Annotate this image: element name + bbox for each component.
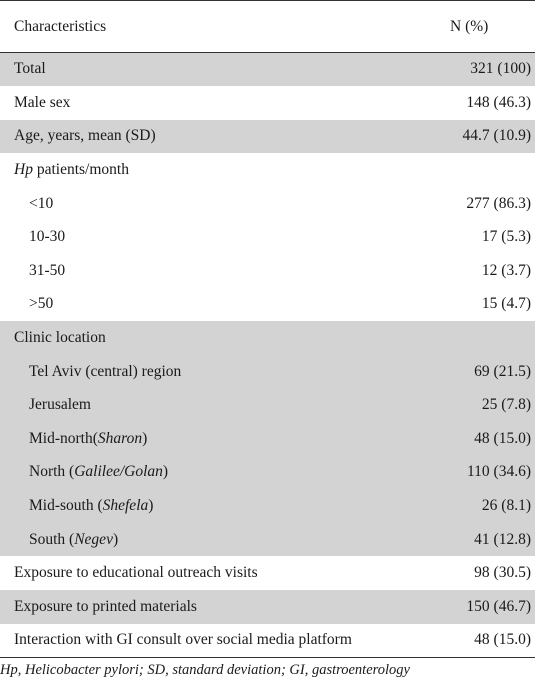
row-label-pre: North (	[29, 463, 75, 481]
row-value: 25 (7.8)	[420, 388, 535, 423]
row-label: Male sex	[0, 85, 420, 120]
table-row: 31-50 12 (3.7)	[0, 254, 535, 288]
row-value: 110 (34.6)	[420, 455, 535, 490]
row-label: 31-50	[29, 261, 66, 279]
row-label: >50	[29, 295, 54, 313]
row-label-post: )	[142, 429, 148, 447]
row-value: 148 (46.3)	[420, 85, 535, 120]
row-value: 69 (21.5)	[420, 354, 535, 389]
row-label: Mid-south (Shefela)	[0, 489, 420, 523]
row-value	[420, 321, 535, 355]
table-row: Total 321 (100)	[0, 52, 535, 87]
row-value: 277 (86.3)	[466, 194, 531, 212]
row-label: Exposure to educational outreach visits	[14, 564, 258, 582]
row-label: Mid-north(Sharon)	[0, 422, 420, 456]
header-n-percent: N (%)	[420, 0, 535, 53]
row-value: 48 (15.0)	[420, 422, 535, 456]
row-label: Clinic location	[0, 321, 420, 355]
row-label: Exposure to printed materials	[0, 590, 420, 624]
table-footnote: Hp, Helicobacter pylori; SD, standard de…	[0, 661, 410, 678]
row-label: Hp patients/month	[0, 153, 420, 187]
table-row: Exposure to printed materials 150 (46.7)	[0, 590, 535, 624]
table-row: Hp patients/month	[0, 153, 535, 187]
row-value: 98 (30.5)	[474, 564, 531, 582]
row-value: 41 (12.8)	[420, 522, 535, 557]
table-row: 10-30 17 (5.3)	[0, 220, 535, 254]
table-row: Age, years, mean (SD) 44.7 (10.9)	[0, 119, 535, 154]
row-label-italic: Negev	[74, 530, 113, 548]
row-value	[420, 153, 535, 187]
row-value: 15 (4.7)	[481, 295, 531, 313]
row-label: <10	[29, 194, 54, 212]
row-value: 26 (8.1)	[420, 489, 535, 523]
table-row: Male sex 148 (46.3)	[0, 85, 535, 120]
row-value: 12 (3.7)	[481, 261, 531, 279]
table-row: Mid-north(Sharon) 48 (15.0)	[0, 422, 535, 456]
table-row: <10 277 (86.3)	[0, 187, 535, 221]
table-row: Mid-south (Shefela) 26 (8.1)	[0, 489, 535, 523]
table-row: Tel Aviv (central) region 69 (21.5)	[0, 354, 535, 389]
row-label: Age, years, mean (SD)	[0, 119, 420, 154]
row-label: South (Negev)	[0, 522, 420, 557]
row-label-italic: Sharon	[97, 429, 143, 447]
row-value: 44.7 (10.9)	[420, 119, 535, 154]
characteristics-table: Characteristics N (%) Total 321 (100) Ma…	[0, 0, 535, 658]
row-label: North (Galilee/Golan)	[0, 455, 420, 490]
table-row: Interaction with GI consult over social …	[0, 623, 535, 658]
row-label-italic: Galilee/Golan	[74, 463, 163, 481]
row-label-italic: Hp	[14, 161, 33, 179]
table-row: North (Galilee/Golan) 110 (34.6)	[0, 455, 535, 490]
row-label-italic: Shefela	[102, 497, 149, 515]
table-row: Jerusalem 25 (7.8)	[0, 388, 535, 423]
row-label-pre: Mid-south (	[29, 497, 103, 515]
row-value: 150 (46.7)	[420, 590, 535, 624]
row-label: 10-30	[29, 228, 66, 246]
row-label-post: )	[162, 463, 169, 481]
row-label: Interaction with GI consult over social …	[0, 623, 420, 658]
row-label: Total	[0, 52, 420, 87]
row-label-rest: patients/month	[32, 161, 129, 179]
table-row: >50 15 (4.7)	[0, 288, 535, 322]
table-row: Clinic location	[0, 321, 535, 355]
row-value: 17 (5.3)	[481, 228, 531, 246]
row-value: 321 (100)	[420, 52, 535, 87]
table-row: South (Negev) 41 (12.8)	[0, 522, 535, 557]
row-label-post: )	[148, 497, 154, 515]
row-label: Jerusalem	[0, 388, 420, 423]
header-characteristics: Characteristics	[0, 0, 420, 53]
row-label-pre: Mid-north(	[29, 429, 98, 447]
row-label-post: )	[112, 530, 119, 548]
row-label-pre: South (	[29, 530, 75, 548]
row-value: 48 (15.0)	[420, 623, 535, 658]
row-label: Tel Aviv (central) region	[0, 354, 420, 389]
table-header-row: Characteristics N (%)	[0, 0, 535, 53]
table-row: Exposure to educational outreach visits …	[0, 556, 535, 590]
